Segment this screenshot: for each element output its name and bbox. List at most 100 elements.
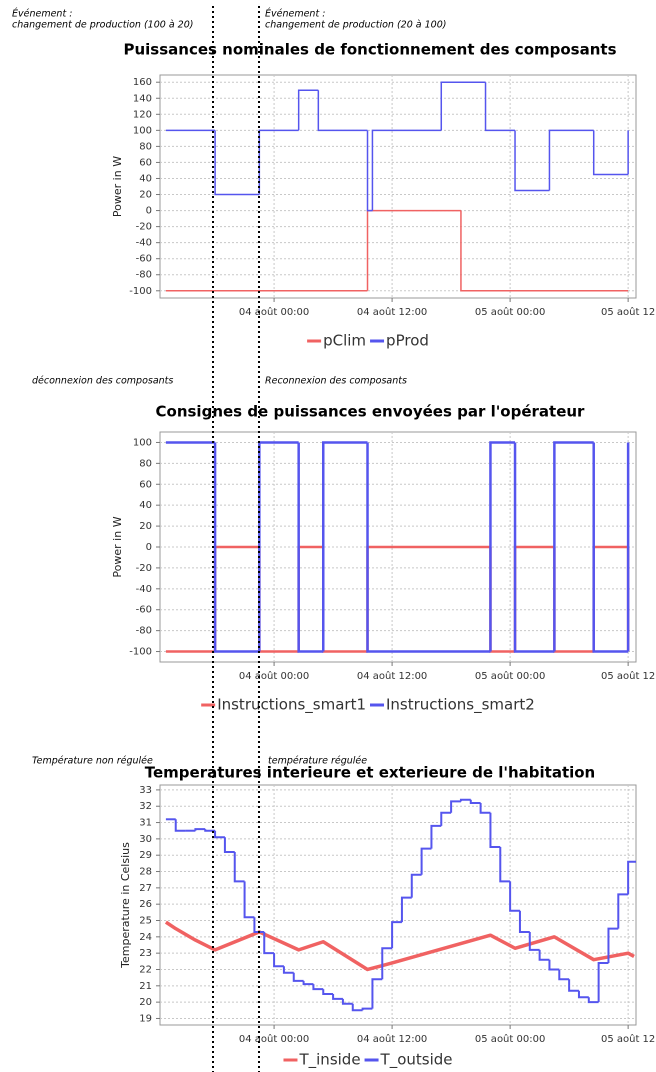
step-segment (297, 442, 324, 653)
legend-label: Instructions_smart1 (217, 696, 366, 715)
y-tick-label: 33 (139, 785, 152, 796)
y-tick-label: -40 (136, 238, 152, 249)
y-axis-label: Temperature in Celsius (119, 842, 132, 969)
plot-area (159, 74, 637, 299)
annotation: déconnexion des composants (32, 376, 173, 387)
y-tick-label: 28 (139, 867, 152, 878)
plot-area (159, 784, 637, 1026)
step-segment (440, 811, 452, 826)
y-tick-label: -20 (136, 222, 152, 233)
step-segment (204, 829, 216, 832)
annotation: Événement : (12, 8, 72, 20)
x-tick-label: 05 août 00:00 (475, 1033, 545, 1045)
line (164, 920, 635, 972)
legend-label: T_inside (298, 1051, 360, 1070)
step-segment (568, 979, 579, 992)
step-segment (233, 851, 245, 883)
chart-title: Puissances nominales de fonctionnement d… (123, 41, 616, 59)
step-segment (263, 931, 275, 955)
y-tick-label: 80 (139, 458, 152, 469)
y-tick-label: 100 (133, 437, 152, 448)
step-segment (282, 966, 294, 974)
step-segment (592, 130, 629, 176)
step-segment (587, 997, 599, 1004)
step-segment (469, 799, 481, 804)
x-tick-label: 04 août 00:00 (239, 1033, 309, 1045)
y-axis-label: Power in W (111, 516, 124, 577)
step-segment (273, 953, 284, 968)
y-tick-label: 140 (133, 93, 152, 104)
step-segment (253, 917, 265, 933)
step-segment (499, 847, 511, 883)
y-tick-label: -60 (136, 605, 152, 616)
step-segment (607, 927, 619, 963)
y-tick-label: 31 (139, 818, 152, 829)
y-tick-label: -40 (136, 584, 152, 595)
step-segment (460, 210, 629, 292)
step-segment (194, 828, 206, 831)
legend-label: T_outside (380, 1051, 453, 1070)
y-tick-label: 0 (146, 542, 152, 553)
step-segment (489, 812, 501, 849)
step-segment (459, 798, 471, 802)
step-segment (332, 993, 343, 1000)
y-tick-label: 40 (139, 500, 152, 511)
annotation: Température non régulée (32, 756, 153, 767)
y-tick-label: 23 (139, 948, 152, 959)
step-segment (400, 896, 412, 923)
x-tick-label: 04 août 12:00 (357, 1033, 427, 1045)
y-tick-label: -100 (129, 647, 152, 658)
y-tick-label: 20 (139, 997, 152, 1008)
y-axis-label: Power in W (111, 156, 124, 217)
step-segment (371, 978, 383, 1009)
step-segment (322, 989, 334, 995)
y-tick-label: 29 (139, 850, 152, 861)
x-tick-label: 04 août 12:00 (357, 670, 427, 682)
step-segment (223, 837, 235, 853)
step-segment (381, 947, 393, 980)
step-segment (430, 824, 442, 849)
step-segment (627, 860, 636, 895)
step-segment (302, 980, 314, 986)
step-segment (174, 819, 186, 832)
step-segment (484, 82, 516, 132)
step-segment (371, 129, 442, 211)
step-segment (440, 81, 486, 131)
annotation: changement de production (100 à 20) (12, 20, 193, 31)
step-segment (213, 442, 260, 653)
y-tick-label: -100 (129, 286, 152, 297)
step-segment (553, 441, 594, 652)
step-segment (513, 442, 555, 653)
x-tick-label: 05 août 00:00 (475, 670, 545, 682)
y-tick-label: 100 (133, 125, 152, 136)
y-tick-label: 20 (139, 190, 152, 201)
step-segment (243, 881, 255, 919)
y-tick-label: 27 (139, 883, 152, 894)
step-segment (214, 830, 225, 839)
x-tick-label: 04 août 00:00 (239, 306, 309, 318)
y-tick-label: 120 (133, 109, 152, 120)
step-segment (479, 802, 491, 814)
step-segment (214, 130, 260, 196)
step-segment (366, 442, 491, 653)
step-segment (514, 130, 550, 192)
y-tick-label: -20 (136, 563, 152, 574)
x-tick-label: 05 août 12 (601, 670, 655, 682)
y-tick-label: 26 (139, 899, 152, 910)
step-segment (617, 893, 629, 929)
y-tick-label: 21 (139, 981, 152, 992)
x-tick-label: 05 août 12 (601, 306, 655, 318)
step-segment (322, 441, 368, 652)
step-segment (410, 873, 422, 898)
y-tick-label: 22 (139, 964, 152, 975)
x-tick-label: 04 août 00:00 (239, 670, 309, 682)
x-tick-label: 05 août 12 (601, 1033, 655, 1045)
step-segment (548, 959, 560, 971)
step-segment (450, 800, 461, 813)
annotation: Reconnexion des composants (265, 376, 407, 387)
step-segment (341, 998, 353, 1005)
step-segment (518, 910, 530, 933)
annotation: température régulée (268, 756, 367, 767)
legend-label: pProd (386, 332, 429, 350)
